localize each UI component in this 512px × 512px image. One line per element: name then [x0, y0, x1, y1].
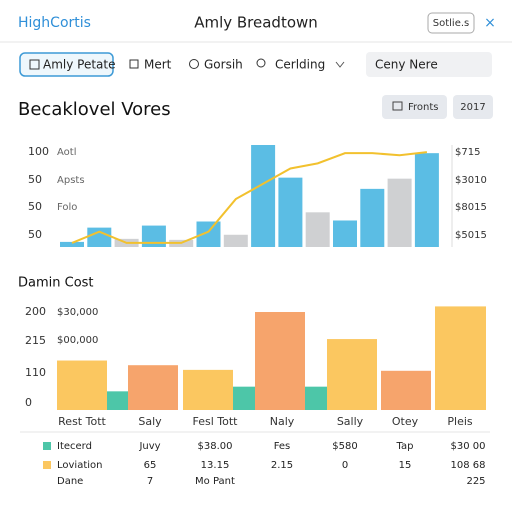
bar: [251, 145, 276, 247]
axis-label: 110: [25, 366, 46, 379]
bar: [128, 365, 178, 410]
table-cell: Dane: [57, 476, 83, 487]
axis-label: 50: [28, 228, 42, 241]
table-cell: 2.15: [271, 460, 293, 471]
bar: [327, 339, 377, 410]
settings-button[interactable]: [427, 12, 475, 34]
bar: [255, 312, 305, 410]
legend-swatch: [43, 461, 51, 469]
table-cell: Mo Pant: [195, 476, 235, 487]
bar: [305, 212, 330, 247]
axis-label: $5015: [455, 230, 487, 241]
x-label: Sally: [337, 415, 364, 428]
row-label: Apsts: [57, 175, 85, 186]
bar: [223, 234, 248, 247]
axis-label: 0: [25, 396, 32, 409]
bar: [360, 188, 385, 247]
table-cell: 13.15: [201, 460, 230, 471]
tab: Amly Petate: [43, 58, 116, 72]
axis-label: 50: [28, 200, 42, 213]
bar: [278, 177, 303, 247]
table-cell: Loviation: [57, 460, 103, 471]
axis-label: 200: [25, 305, 46, 318]
icon[interactable]: [129, 59, 139, 69]
icon: [29, 59, 40, 70]
axis-label: $3010: [455, 175, 487, 186]
table-cell: Itecerd: [57, 441, 92, 452]
button[interactable]: [382, 95, 447, 119]
button-label: 2017: [460, 102, 485, 113]
search-box[interactable]: [366, 52, 492, 77]
table-cell: Fes: [274, 441, 291, 452]
tab[interactable]: Gorsih: [204, 58, 243, 72]
x-label: Pleis: [447, 415, 473, 428]
x-label: Naly: [270, 415, 295, 428]
bar: [60, 241, 84, 247]
x-label: Saly: [138, 415, 162, 428]
table-cell: 7: [147, 476, 153, 487]
close[interactable]: ×: [484, 15, 496, 31]
icon: [392, 101, 403, 111]
annotation: $30,000: [57, 307, 98, 318]
table-cell: Juvy: [138, 441, 160, 452]
table-cell: $580: [332, 441, 357, 452]
axis-label: $715: [455, 147, 480, 158]
x-label: Fesl Tott: [193, 415, 239, 428]
bar: [381, 370, 431, 410]
bar: [305, 386, 327, 410]
bar: [107, 391, 128, 410]
row-label: Folo: [57, 202, 77, 213]
chevron[interactable]: [335, 61, 345, 68]
bar: [233, 386, 255, 410]
axis-label: 100: [28, 145, 49, 158]
axis-label: 215: [25, 334, 46, 347]
bar: [183, 369, 233, 410]
axis-label: $8015: [455, 202, 487, 213]
bar: [141, 225, 166, 247]
legend-swatch: [43, 442, 51, 450]
tab[interactable]: Mert: [144, 58, 172, 72]
x-label: Rest Tott: [58, 415, 106, 428]
table-cell: 108 68: [451, 460, 486, 471]
table-cell: 15: [399, 460, 412, 471]
search-text: Ceny Nere: [375, 58, 438, 72]
tab[interactable]: Cerlding: [275, 58, 325, 72]
tab-active[interactable]: [19, 52, 114, 77]
icon: [189, 59, 199, 69]
icon: [256, 58, 266, 68]
table-cell: Tap: [396, 441, 414, 452]
line: [71, 151, 428, 244]
x-label: Otey: [392, 415, 419, 428]
row-label: Aotl: [57, 147, 76, 158]
title: Amly Breadtown: [194, 14, 318, 32]
chart-title: Damin Cost: [18, 276, 94, 291]
table-cell: $30 00: [451, 441, 486, 452]
bar: [57, 360, 107, 410]
bar: [414, 153, 439, 247]
bar: [435, 306, 486, 410]
brand: HighCortis: [18, 15, 91, 31]
section-title: Becaklovel Vores: [18, 99, 171, 120]
annotation: $00,000: [57, 335, 98, 346]
bar: [87, 227, 112, 247]
settings-label: Sotlie.s: [433, 18, 469, 29]
button[interactable]: [453, 95, 493, 119]
bar: [333, 220, 357, 247]
table-cell: 225: [466, 476, 485, 487]
table-cell: 65: [144, 460, 157, 471]
button-label: Fronts: [408, 102, 439, 113]
table-cell: 0: [342, 460, 348, 471]
axis-label: 50: [28, 173, 42, 186]
bar: [387, 178, 412, 247]
table-cell: $38.00: [198, 441, 233, 452]
